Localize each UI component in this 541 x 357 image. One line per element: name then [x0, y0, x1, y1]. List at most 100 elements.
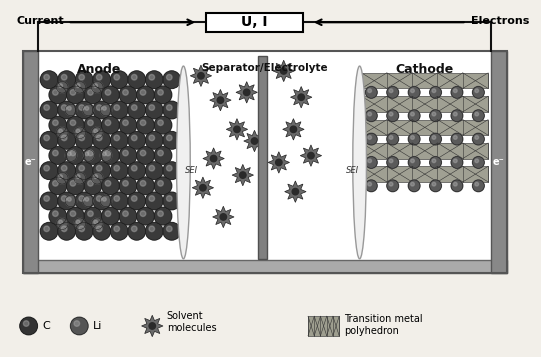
Circle shape — [75, 71, 93, 89]
Circle shape — [110, 132, 128, 149]
Circle shape — [411, 112, 414, 116]
Circle shape — [110, 71, 128, 89]
Circle shape — [79, 75, 84, 80]
Bar — [206, 12, 303, 32]
Circle shape — [88, 120, 93, 126]
Circle shape — [128, 162, 146, 180]
Circle shape — [102, 116, 119, 134]
Circle shape — [49, 207, 67, 225]
Bar — [308, 316, 339, 336]
Circle shape — [88, 90, 93, 95]
Circle shape — [23, 321, 29, 326]
Text: Current: Current — [16, 16, 64, 26]
Circle shape — [88, 211, 93, 216]
Circle shape — [140, 150, 146, 156]
Circle shape — [20, 317, 37, 335]
Circle shape — [163, 162, 181, 180]
Circle shape — [96, 226, 102, 232]
Circle shape — [472, 157, 484, 168]
Circle shape — [58, 71, 75, 89]
Circle shape — [44, 165, 49, 171]
Circle shape — [475, 182, 479, 186]
Polygon shape — [273, 60, 294, 82]
Circle shape — [251, 138, 258, 144]
Circle shape — [451, 86, 463, 98]
Circle shape — [76, 220, 80, 224]
Circle shape — [472, 133, 484, 145]
Circle shape — [408, 86, 420, 98]
Circle shape — [408, 110, 420, 121]
Text: Cathode: Cathode — [395, 63, 454, 76]
Circle shape — [128, 71, 146, 89]
Circle shape — [366, 86, 377, 98]
Circle shape — [59, 129, 62, 133]
Circle shape — [74, 172, 85, 184]
Circle shape — [70, 211, 76, 216]
Circle shape — [128, 101, 146, 119]
Circle shape — [411, 136, 414, 139]
Circle shape — [61, 75, 67, 80]
Circle shape — [453, 112, 457, 116]
Circle shape — [83, 150, 94, 161]
Circle shape — [123, 181, 128, 186]
Circle shape — [61, 196, 67, 201]
Circle shape — [96, 135, 102, 141]
Bar — [23, 51, 506, 273]
Circle shape — [158, 211, 163, 216]
Circle shape — [368, 159, 372, 163]
Circle shape — [149, 226, 155, 232]
Circle shape — [79, 196, 84, 201]
Circle shape — [83, 104, 94, 116]
Circle shape — [85, 152, 89, 156]
Circle shape — [91, 172, 103, 184]
Circle shape — [105, 90, 111, 95]
Circle shape — [75, 132, 93, 149]
Circle shape — [93, 162, 110, 180]
Circle shape — [44, 75, 49, 80]
Circle shape — [158, 90, 163, 95]
Polygon shape — [190, 65, 212, 86]
Circle shape — [74, 127, 85, 139]
Circle shape — [119, 177, 137, 195]
Circle shape — [430, 133, 441, 145]
Polygon shape — [285, 181, 306, 202]
Bar — [361, 166, 488, 182]
Circle shape — [74, 218, 85, 230]
Circle shape — [59, 175, 62, 178]
Circle shape — [65, 195, 77, 207]
Circle shape — [65, 104, 77, 116]
Circle shape — [140, 90, 146, 95]
Circle shape — [119, 147, 137, 164]
Text: SEI: SEI — [346, 166, 359, 175]
Circle shape — [91, 218, 103, 230]
Circle shape — [88, 150, 93, 156]
Circle shape — [387, 86, 399, 98]
Circle shape — [114, 196, 120, 201]
Circle shape — [243, 89, 250, 96]
Polygon shape — [226, 119, 248, 140]
Circle shape — [61, 135, 67, 141]
Circle shape — [102, 86, 119, 104]
Circle shape — [158, 150, 163, 156]
Circle shape — [475, 136, 479, 139]
Circle shape — [119, 86, 137, 104]
Circle shape — [167, 135, 172, 141]
Polygon shape — [236, 82, 258, 103]
Circle shape — [84, 207, 102, 225]
Circle shape — [154, 147, 171, 164]
Circle shape — [70, 90, 76, 95]
Circle shape — [70, 150, 76, 156]
Text: Electrons: Electrons — [471, 16, 529, 26]
Circle shape — [100, 104, 112, 116]
Circle shape — [149, 135, 155, 141]
Circle shape — [411, 89, 414, 92]
Circle shape — [58, 222, 75, 240]
Circle shape — [453, 89, 457, 92]
Circle shape — [387, 157, 399, 168]
Circle shape — [102, 207, 119, 225]
Circle shape — [56, 127, 68, 139]
Circle shape — [298, 94, 305, 100]
Circle shape — [110, 222, 128, 240]
Circle shape — [93, 222, 110, 240]
Circle shape — [102, 147, 119, 164]
